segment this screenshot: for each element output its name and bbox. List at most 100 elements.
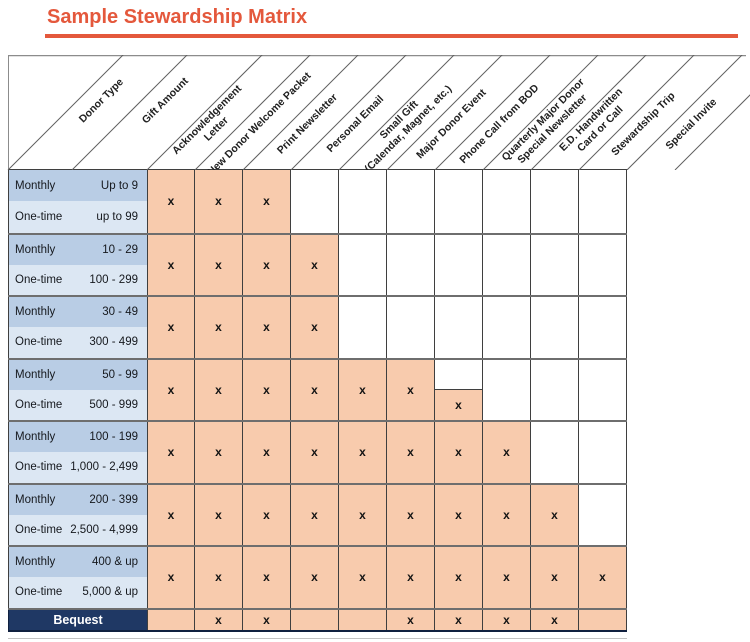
matrix-cell-r1-c2[interactable]: x: [195, 170, 243, 233]
matrix-cell-r2-c3[interactable]: x: [243, 234, 291, 295]
matrix-cell-r6-c9[interactable]: x: [531, 484, 579, 545]
matrix-cell-r5-c6[interactable]: x: [387, 422, 435, 483]
donor-row-onetime[interactable]: One-time 5,000 & up: [9, 577, 147, 608]
donor-row-monthly[interactable]: Monthly 400 & up: [9, 547, 147, 578]
matrix-cell-r1-c3[interactable]: x: [243, 170, 291, 233]
matrix-cell-r7-c1[interactable]: x: [147, 547, 195, 608]
matrix-cell-r7-c9[interactable]: x: [531, 547, 579, 608]
matrix-cell-r7-c8[interactable]: x: [483, 547, 531, 608]
matrix-cell-bequest-c9[interactable]: x: [531, 609, 579, 630]
matrix-cell-r2-c2[interactable]: x: [195, 234, 243, 295]
matrix-cell-r6-c7[interactable]: x: [435, 484, 483, 545]
matrix-cell-r3-c2[interactable]: x: [195, 297, 243, 358]
donor-row-monthly[interactable]: Monthly 100 - 199: [9, 422, 147, 453]
matrix-cell-r1-c10[interactable]: [579, 170, 627, 233]
matrix-cell-r6-c4[interactable]: x: [291, 484, 339, 545]
matrix-cell-r7-c5[interactable]: x: [339, 547, 387, 608]
matrix-cell-r3-c7[interactable]: [435, 297, 483, 358]
matrix-cell-bequest-c3[interactable]: x: [243, 609, 291, 630]
bequest-label[interactable]: Bequest: [8, 609, 147, 630]
matrix-cell-bequest-c7[interactable]: x: [435, 609, 483, 630]
matrix-cell-r3-c8[interactable]: [483, 297, 531, 358]
matrix-cell-r7-c4[interactable]: x: [291, 547, 339, 608]
matrix-cell-r5-c8[interactable]: x: [483, 422, 531, 483]
donor-row-onetime[interactable]: One-time up to 99: [9, 201, 147, 233]
matrix-cell-r7-c10[interactable]: x: [579, 547, 627, 608]
matrix-cell-r4-c1[interactable]: x: [147, 359, 195, 420]
matrix-cell-r7-c3[interactable]: x: [243, 547, 291, 608]
matrix-cell-bequest-c2[interactable]: x: [195, 609, 243, 630]
matrix-cell-r5-c7[interactable]: x: [435, 422, 483, 483]
matrix-cell-half-bottom[interactable]: x: [435, 390, 482, 420]
matrix-cell-r3-c1[interactable]: x: [147, 297, 195, 358]
matrix-cell-r2-c9[interactable]: [531, 234, 579, 295]
matrix-cell-r6-c10[interactable]: [579, 484, 627, 545]
matrix-cell-r1-c4[interactable]: [291, 170, 339, 233]
matrix-cell-r4-c9[interactable]: [531, 359, 579, 420]
matrix-cell-r7-c7[interactable]: x: [435, 547, 483, 608]
donor-row-onetime[interactable]: One-time 500 - 999: [9, 389, 147, 420]
matrix-cell-r5-c2[interactable]: x: [195, 422, 243, 483]
matrix-cell-r1-c7[interactable]: [435, 170, 483, 233]
matrix-cell-r3-c10[interactable]: [579, 297, 627, 358]
donor-row-monthly[interactable]: Monthly 50 - 99: [9, 359, 147, 390]
donor-row-onetime[interactable]: One-time 2,500 - 4,999: [9, 514, 147, 545]
donor-row-monthly[interactable]: Monthly 30 - 49: [9, 297, 147, 328]
matrix-cell-r4-c7[interactable]: x: [435, 359, 483, 420]
matrix-cell-r1-c1[interactable]: x: [147, 170, 195, 233]
matrix-cell-bequest-c1[interactable]: [147, 609, 195, 630]
donor-row-monthly[interactable]: Monthly 200 - 399: [9, 484, 147, 515]
matrix-cell-r2-c1[interactable]: x: [147, 234, 195, 295]
donor-row-monthly[interactable]: Monthly 10 - 29: [9, 234, 147, 265]
matrix-cell-bequest-c8[interactable]: x: [483, 609, 531, 630]
header-diagonal-line: [71, 55, 188, 170]
matrix-cell-r1-c5[interactable]: [339, 170, 387, 233]
matrix-cell-r6-c3[interactable]: x: [243, 484, 291, 545]
matrix-cell-r5-c10[interactable]: [579, 422, 627, 483]
matrix-cell-r7-c2[interactable]: x: [195, 547, 243, 608]
matrix-cell-r3-c5[interactable]: [339, 297, 387, 358]
donor-type-label: Monthly: [15, 556, 56, 569]
matrix-cell-r5-c5[interactable]: x: [339, 422, 387, 483]
matrix-cell-bequest-c10[interactable]: [579, 609, 627, 630]
matrix-cell-r3-c9[interactable]: [531, 297, 579, 358]
matrix-cell-r4-c5[interactable]: x: [339, 359, 387, 420]
matrix-cell-r2-c7[interactable]: [435, 234, 483, 295]
matrix-cell-r5-c1[interactable]: x: [147, 422, 195, 483]
matrix-cell-r1-c6[interactable]: [387, 170, 435, 233]
matrix-cell-half-top[interactable]: [435, 359, 482, 391]
donor-row-monthly[interactable]: Monthly Up to 9: [9, 170, 147, 202]
matrix-cell-r2-c10[interactable]: [579, 234, 627, 295]
matrix-cell-r4-c4[interactable]: x: [291, 359, 339, 420]
matrix-cell-r3-c3[interactable]: x: [243, 297, 291, 358]
matrix-cell-r1-c8[interactable]: [483, 170, 531, 233]
matrix-cell-r4-c2[interactable]: x: [195, 359, 243, 420]
matrix-cell-r1-c9[interactable]: [531, 170, 579, 233]
matrix-cell-r2-c5[interactable]: [339, 234, 387, 295]
matrix-cell-r4-c6[interactable]: x: [387, 359, 435, 420]
matrix-cell-r7-c6[interactable]: x: [387, 547, 435, 608]
matrix-cell-bequest-c4[interactable]: [291, 609, 339, 630]
matrix-cell-r2-c4[interactable]: x: [291, 234, 339, 295]
donor-row-onetime[interactable]: One-time 300 - 499: [9, 327, 147, 358]
matrix-cell-r5-c3[interactable]: x: [243, 422, 291, 483]
matrix-cell-r6-c8[interactable]: x: [483, 484, 531, 545]
matrix-cell-r3-c4[interactable]: x: [291, 297, 339, 358]
donor-row-onetime[interactable]: One-time 100 - 299: [9, 264, 147, 295]
matrix-cell-bequest-c5[interactable]: [339, 609, 387, 630]
matrix-cell-r4-c3[interactable]: x: [243, 359, 291, 420]
matrix-cell-r4-c10[interactable]: [579, 359, 627, 420]
matrix-cell-r5-c4[interactable]: x: [291, 422, 339, 483]
matrix-cell-r3-c6[interactable]: [387, 297, 435, 358]
matrix-cell-r6-c1[interactable]: x: [147, 484, 195, 545]
matrix-cell-r6-c5[interactable]: x: [339, 484, 387, 545]
matrix-cell-r2-c6[interactable]: [387, 234, 435, 295]
matrix-cell-r6-c2[interactable]: x: [195, 484, 243, 545]
matrix-cell-r4-c8[interactable]: [483, 359, 531, 420]
donor-row-onetime[interactable]: One-time 1,000 - 2,499: [9, 452, 147, 483]
matrix-cell-bequest-c6[interactable]: x: [387, 609, 435, 630]
donor-row-label-group: Monthly 100 - 199 One-time 1,000 - 2,499: [8, 422, 147, 483]
matrix-cell-r2-c8[interactable]: [483, 234, 531, 295]
matrix-cell-r5-c9[interactable]: [531, 422, 579, 483]
matrix-cell-r6-c6[interactable]: x: [387, 484, 435, 545]
